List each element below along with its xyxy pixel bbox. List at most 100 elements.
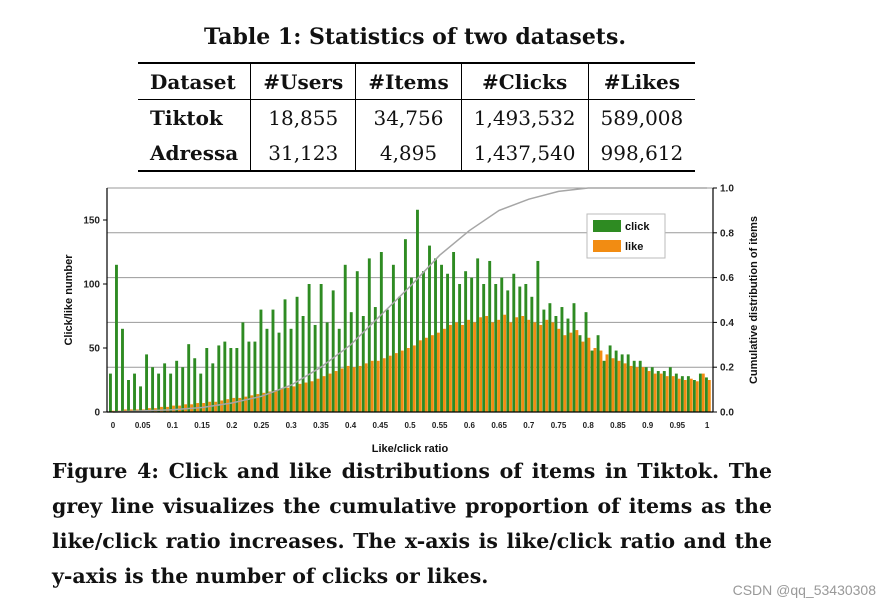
like-bar — [226, 399, 230, 412]
x-tick-label: 0.45 — [373, 421, 389, 430]
watermark: CSDN @qq_53430308 — [732, 582, 876, 598]
like-bar — [491, 322, 495, 412]
click-bar — [229, 348, 233, 412]
like-bar — [563, 335, 567, 412]
x-tick-label: 0.3 — [286, 421, 298, 430]
x-tick-label: 0.85 — [610, 421, 626, 430]
click-bar — [440, 264, 443, 412]
click-bar — [319, 284, 323, 412]
y2-tick-label: 0.4 — [720, 318, 734, 329]
like-bar — [334, 371, 338, 412]
x-tick-label: 0 — [111, 421, 116, 430]
y-tick-label: 100 — [83, 280, 100, 291]
click-bar — [632, 360, 636, 412]
like-bar — [382, 358, 386, 412]
like-bar — [346, 365, 350, 412]
click-bar — [524, 284, 528, 412]
like-bar — [701, 373, 705, 412]
y2-tick-label: 0.8 — [720, 228, 734, 239]
x-tick-label: 0.75 — [551, 421, 567, 430]
click-bar — [692, 380, 696, 412]
y-tick-label: 150 — [83, 216, 100, 227]
like-bar — [310, 381, 314, 412]
click-bar — [301, 316, 305, 412]
click-bar — [205, 348, 209, 412]
like-bar — [250, 395, 254, 412]
x-tick-label: 0.6 — [464, 421, 476, 430]
click-bar — [343, 264, 347, 412]
click-bar — [211, 363, 215, 412]
click-bar — [488, 260, 492, 412]
column-header-dataset: Dataset — [138, 63, 252, 100]
like-bar — [400, 350, 404, 412]
like-bar — [292, 386, 296, 412]
click-bar — [403, 239, 407, 412]
click-bar — [247, 341, 251, 412]
like-bar — [388, 355, 392, 412]
like-bar — [665, 376, 669, 412]
click-bar — [554, 316, 558, 412]
click-bar — [313, 324, 317, 412]
like-bar — [647, 371, 651, 412]
like-bar — [473, 322, 476, 412]
click-bar — [548, 303, 552, 412]
click-bar — [397, 296, 401, 412]
click-bar — [590, 350, 594, 412]
like-bar — [449, 324, 452, 412]
click-bar — [133, 373, 136, 412]
click-bar — [476, 258, 480, 412]
like-bar — [569, 332, 573, 412]
click-bar — [680, 376, 684, 412]
table-row: Tiktok 18,855 34,756 1,493,532 589,008 — [138, 99, 695, 135]
click-bar — [662, 371, 666, 412]
like-bar — [370, 360, 374, 412]
click-bar — [596, 335, 600, 412]
click-bar — [482, 284, 486, 412]
table-cell: 31,123 — [250, 135, 357, 171]
like-bar — [430, 335, 434, 412]
click-bar — [530, 296, 534, 412]
like-bar — [412, 345, 416, 412]
click-bar — [464, 271, 468, 412]
like-bar — [232, 397, 236, 412]
legend-label-like: like — [625, 241, 643, 253]
click-bar — [656, 371, 660, 412]
like-bar — [358, 365, 362, 412]
click-bar — [181, 367, 185, 412]
like-bar — [123, 409, 127, 412]
x-tick-label: 1 — [705, 421, 710, 430]
click-bar — [121, 328, 124, 412]
like-bar — [635, 367, 639, 412]
click-bar — [253, 341, 257, 412]
like-bar — [214, 401, 218, 412]
click-bar — [434, 258, 437, 412]
like-bar — [509, 322, 513, 412]
table-caption: Table 1: Statistics of two datasets. — [203, 24, 627, 50]
legend-swatch-click — [593, 220, 621, 232]
like-bar — [479, 317, 482, 412]
like-bar — [394, 353, 398, 412]
x-axis-label: Like/click ratio — [372, 443, 449, 455]
click-bar — [295, 296, 299, 412]
like-bar — [707, 380, 711, 412]
y2-tick-label: 0.6 — [720, 273, 734, 284]
click-bar — [337, 328, 341, 412]
click-bar — [163, 363, 167, 412]
like-bar — [262, 392, 266, 412]
click-bar — [289, 328, 293, 412]
table-cell: 589,008 — [600, 105, 684, 130]
like-bar — [304, 382, 308, 412]
like-bar — [256, 394, 260, 412]
table-cell: 1,437,540 — [461, 135, 589, 171]
like-bar — [623, 363, 627, 412]
click-bar — [518, 286, 522, 412]
click-bar — [602, 360, 606, 412]
click-bar — [560, 307, 564, 412]
like-bar — [244, 396, 248, 412]
like-bar — [467, 319, 470, 412]
cumulative-line — [112, 187, 708, 413]
like-bar — [352, 367, 356, 412]
click-bar — [674, 373, 678, 412]
click-like-distribution-chart: 0 50 100 150 0.0 0.2 0.4 0.6 0.8 1.0 0 0.05 0.1 0.15 0… — [63, 184, 760, 456]
like-bar — [316, 378, 320, 412]
